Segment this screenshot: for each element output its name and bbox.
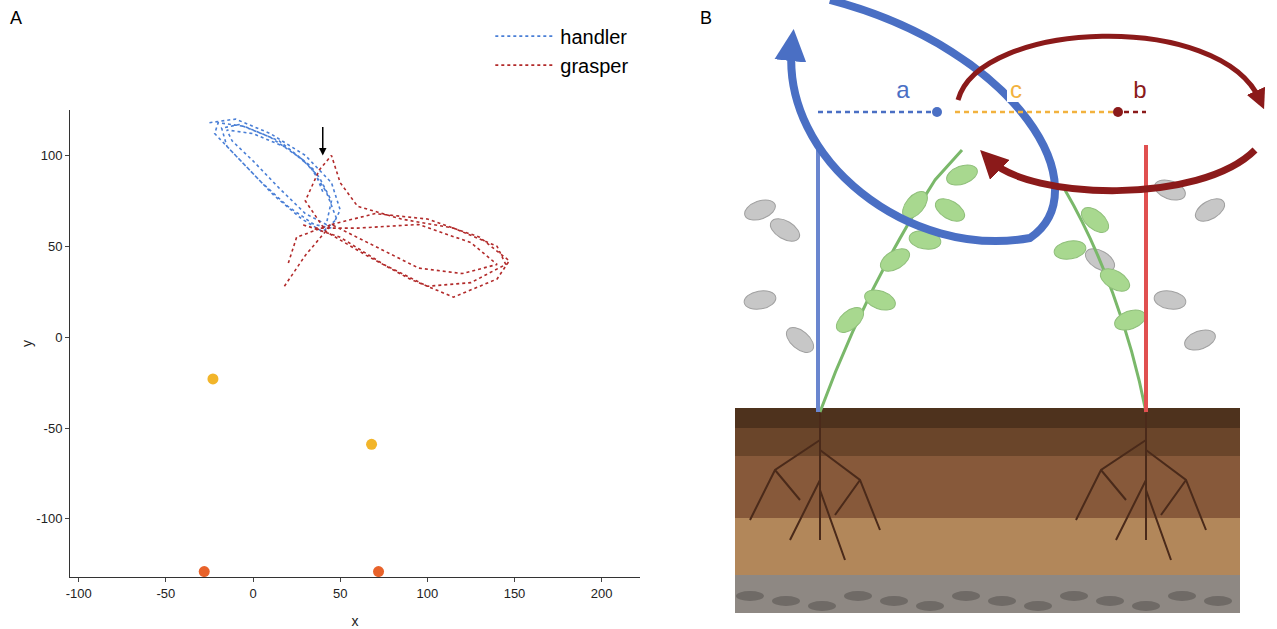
svg-text:150: 150 <box>504 586 526 601</box>
svg-text:x: x <box>352 613 359 629</box>
svg-text:c: c <box>1010 76 1022 103</box>
svg-text:-100: -100 <box>66 586 92 601</box>
svg-text:-50: -50 <box>156 586 175 601</box>
svg-text:grasper: grasper <box>560 55 628 77</box>
svg-text:a: a <box>896 76 910 103</box>
svg-text:100: 100 <box>416 586 438 601</box>
svg-text:-50: -50 <box>44 421 63 436</box>
html-text:A: A <box>10 8 22 28</box>
svg-text:100: 100 <box>41 148 63 163</box>
svg-text:0: 0 <box>249 586 256 601</box>
svg-text:50: 50 <box>333 586 347 601</box>
svg-text:handler: handler <box>560 26 627 48</box>
svg-text:0: 0 <box>55 330 62 345</box>
svg-text:y: y <box>19 340 35 347</box>
svg-text:b: b <box>1133 76 1146 103</box>
svg-text:50: 50 <box>48 239 62 254</box>
svg-text:200: 200 <box>591 586 613 601</box>
html-text:B: B <box>700 8 712 28</box>
svg-text:-100: -100 <box>36 511 62 526</box>
